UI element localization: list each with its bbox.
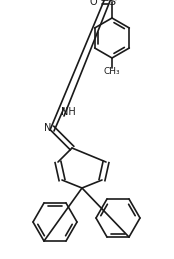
Text: CH₃: CH₃ [104, 68, 120, 76]
Text: N: N [44, 123, 52, 133]
Text: NH: NH [61, 107, 75, 117]
Text: O: O [89, 0, 97, 7]
Text: S: S [108, 0, 116, 7]
